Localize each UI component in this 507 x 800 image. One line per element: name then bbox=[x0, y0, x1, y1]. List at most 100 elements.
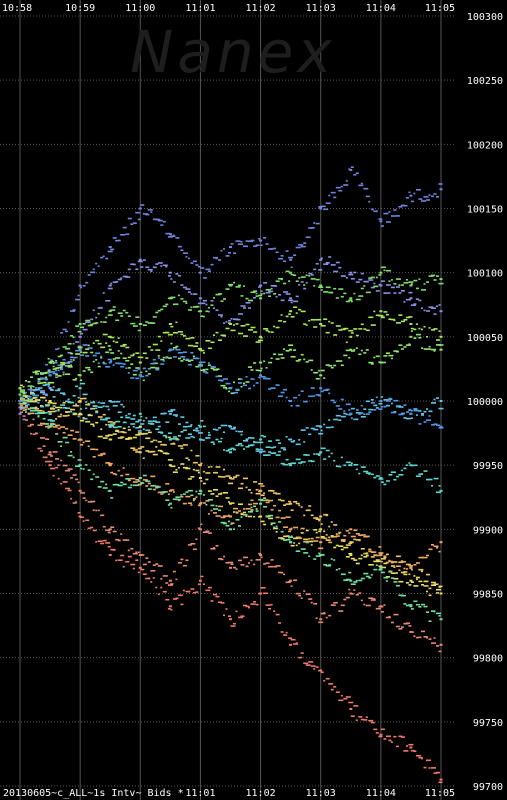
series-point bbox=[345, 403, 351, 406]
series-point bbox=[45, 438, 50, 440]
series-point bbox=[436, 339, 440, 341]
series-point bbox=[338, 419, 342, 421]
series-point bbox=[365, 413, 370, 415]
data-point bbox=[289, 643, 293, 646]
series-point bbox=[303, 323, 307, 325]
series-point bbox=[340, 694, 343, 697]
series-point bbox=[125, 539, 130, 541]
series-point bbox=[92, 473, 95, 476]
series-point bbox=[102, 333, 108, 336]
series-point bbox=[273, 504, 277, 507]
series-point bbox=[275, 358, 280, 360]
series-point bbox=[80, 516, 85, 519]
series-point bbox=[92, 425, 95, 427]
series-point bbox=[253, 290, 258, 292]
series-point bbox=[393, 283, 397, 285]
series-point bbox=[165, 499, 170, 501]
series-point bbox=[112, 483, 117, 486]
series-point bbox=[82, 497, 86, 499]
series-point bbox=[77, 346, 83, 349]
series-point bbox=[433, 350, 436, 352]
x-tick-label: 10:59 bbox=[65, 3, 95, 14]
series-point bbox=[152, 316, 157, 318]
series-point bbox=[182, 351, 187, 353]
series-point bbox=[228, 482, 233, 485]
series-point bbox=[275, 613, 280, 616]
series-point bbox=[67, 366, 73, 368]
series-point bbox=[413, 303, 417, 305]
data-point bbox=[108, 489, 112, 492]
series-point bbox=[273, 527, 279, 530]
series-point bbox=[213, 334, 215, 336]
series-point bbox=[348, 532, 351, 534]
series-point bbox=[263, 592, 269, 595]
series-point bbox=[338, 360, 343, 362]
series-point bbox=[243, 384, 247, 387]
series-point bbox=[400, 626, 404, 628]
series-point bbox=[418, 556, 424, 559]
data-point bbox=[78, 284, 82, 287]
series-point bbox=[305, 282, 308, 284]
x-tick-label-bottom: 11:02 bbox=[246, 788, 276, 799]
series-point bbox=[172, 471, 178, 473]
series-point bbox=[260, 367, 263, 370]
series-point bbox=[167, 459, 173, 461]
series-point bbox=[230, 502, 235, 504]
series-point bbox=[75, 501, 78, 503]
series-point bbox=[345, 461, 351, 464]
series-point bbox=[65, 400, 70, 403]
series-point bbox=[308, 272, 313, 275]
series-point bbox=[410, 608, 414, 610]
series-point bbox=[225, 449, 230, 452]
series-point bbox=[263, 237, 267, 239]
series-point bbox=[195, 430, 200, 432]
series-point bbox=[127, 429, 131, 431]
series-point bbox=[132, 552, 138, 555]
series-point bbox=[215, 309, 219, 311]
series-point bbox=[70, 477, 74, 479]
series-point bbox=[180, 447, 184, 450]
series-point bbox=[240, 615, 245, 617]
series-point bbox=[350, 278, 355, 280]
series-point bbox=[253, 441, 259, 444]
series-point bbox=[260, 290, 263, 292]
series-point bbox=[192, 591, 196, 594]
series-point bbox=[190, 352, 194, 354]
series-point bbox=[393, 581, 398, 583]
series-point bbox=[135, 367, 139, 369]
series-point bbox=[35, 408, 39, 410]
series-point bbox=[92, 509, 95, 511]
series-point bbox=[175, 321, 178, 324]
series-point bbox=[90, 347, 93, 350]
series-point bbox=[403, 204, 408, 207]
series-12 bbox=[18, 396, 443, 622]
series-point bbox=[328, 564, 332, 566]
series-point bbox=[265, 604, 271, 606]
series-point bbox=[421, 630, 425, 633]
series-point bbox=[423, 470, 428, 472]
series-point bbox=[280, 499, 285, 502]
series-point bbox=[37, 409, 43, 412]
series-point bbox=[250, 559, 253, 562]
series-point bbox=[375, 396, 378, 399]
series-point bbox=[248, 366, 252, 368]
series-point bbox=[213, 443, 215, 445]
series-point bbox=[187, 291, 191, 293]
series-point bbox=[150, 270, 153, 273]
series-point bbox=[197, 364, 203, 366]
series-point bbox=[45, 363, 49, 366]
series-point bbox=[50, 360, 55, 363]
series-point bbox=[40, 405, 44, 408]
series-point bbox=[358, 539, 361, 542]
series-point bbox=[207, 362, 210, 364]
series-point bbox=[431, 642, 436, 644]
data-point bbox=[259, 335, 263, 338]
series-point bbox=[82, 370, 86, 372]
series-point bbox=[383, 405, 387, 408]
series-point bbox=[436, 491, 441, 494]
series-point bbox=[353, 418, 359, 421]
series-point bbox=[335, 533, 338, 535]
data-point bbox=[138, 477, 142, 479]
data-point bbox=[78, 464, 82, 467]
series-point bbox=[70, 359, 73, 361]
